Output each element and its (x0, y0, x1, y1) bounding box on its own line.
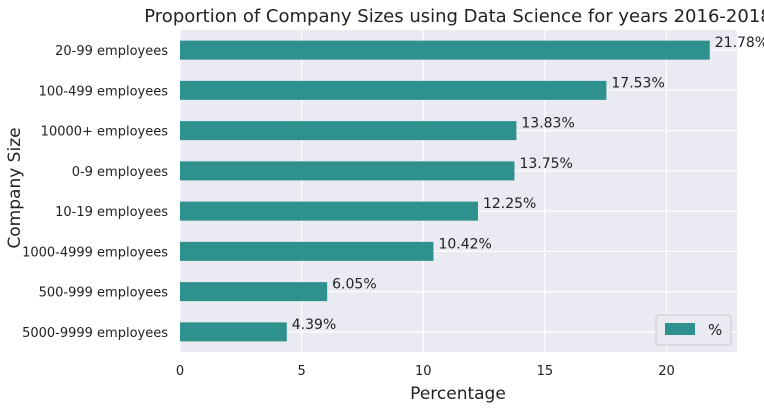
y-tick-labels: 20-99 employees 100-499 employees 10000+ e… (22, 44, 168, 341)
x-tick-label-3: 15 (537, 364, 554, 379)
bar-3 (180, 161, 515, 181)
legend: % (655, 314, 732, 346)
x-tick-label-1: 5 (297, 364, 305, 379)
x-tick-label-2: 10 (415, 364, 432, 379)
data-label-6: 6.05% (332, 277, 376, 293)
y-tick-label-7: 5000-9999 employees (22, 326, 168, 341)
bar-1 (180, 80, 607, 100)
y-tick-label-2: 10000+ employees (41, 125, 169, 140)
legend-label: % (708, 321, 722, 339)
bar-6 (180, 282, 328, 302)
y-tick-label-0: 20-99 employees (55, 44, 168, 59)
y-tick-label-1: 100-499 employees (39, 84, 169, 99)
y-tick-label-4: 10-19 employees (55, 205, 168, 220)
x-tick-labels: 0 5 10 15 20 (176, 364, 675, 379)
data-label-1: 17.53% (611, 75, 664, 91)
data-label-3: 13.75% (519, 156, 572, 172)
bar-2 (180, 121, 517, 141)
data-label-2: 13.83% (521, 116, 574, 132)
bar-5 (180, 241, 434, 261)
y-tick-label-5: 1000-4999 employees (22, 245, 168, 260)
y-tick-label-6: 500-999 employees (39, 286, 169, 301)
x-tick-label-4: 20 (658, 364, 675, 379)
y-axis-label: Company Size (5, 127, 25, 248)
y-tick-label-3: 0-9 employees (72, 165, 169, 180)
bar-7 (180, 322, 287, 342)
bar-4 (180, 201, 478, 221)
legend-swatch (665, 323, 695, 335)
data-label-4: 12.25% (483, 196, 536, 212)
data-label-0: 21.78% (715, 35, 764, 51)
chart-title: Proportion of Company Sizes using Data S… (144, 6, 764, 27)
data-label-5: 10.42% (438, 236, 491, 252)
bar-0 (180, 40, 710, 60)
x-axis-label: Percentage (410, 384, 506, 404)
bars: 21.78% 17.53% 13.83% 13.75% 12.25% 10.42% 6.05… (180, 35, 764, 342)
data-label-7: 4.39% (292, 317, 336, 333)
x-tick-label-0: 0 (176, 364, 184, 379)
